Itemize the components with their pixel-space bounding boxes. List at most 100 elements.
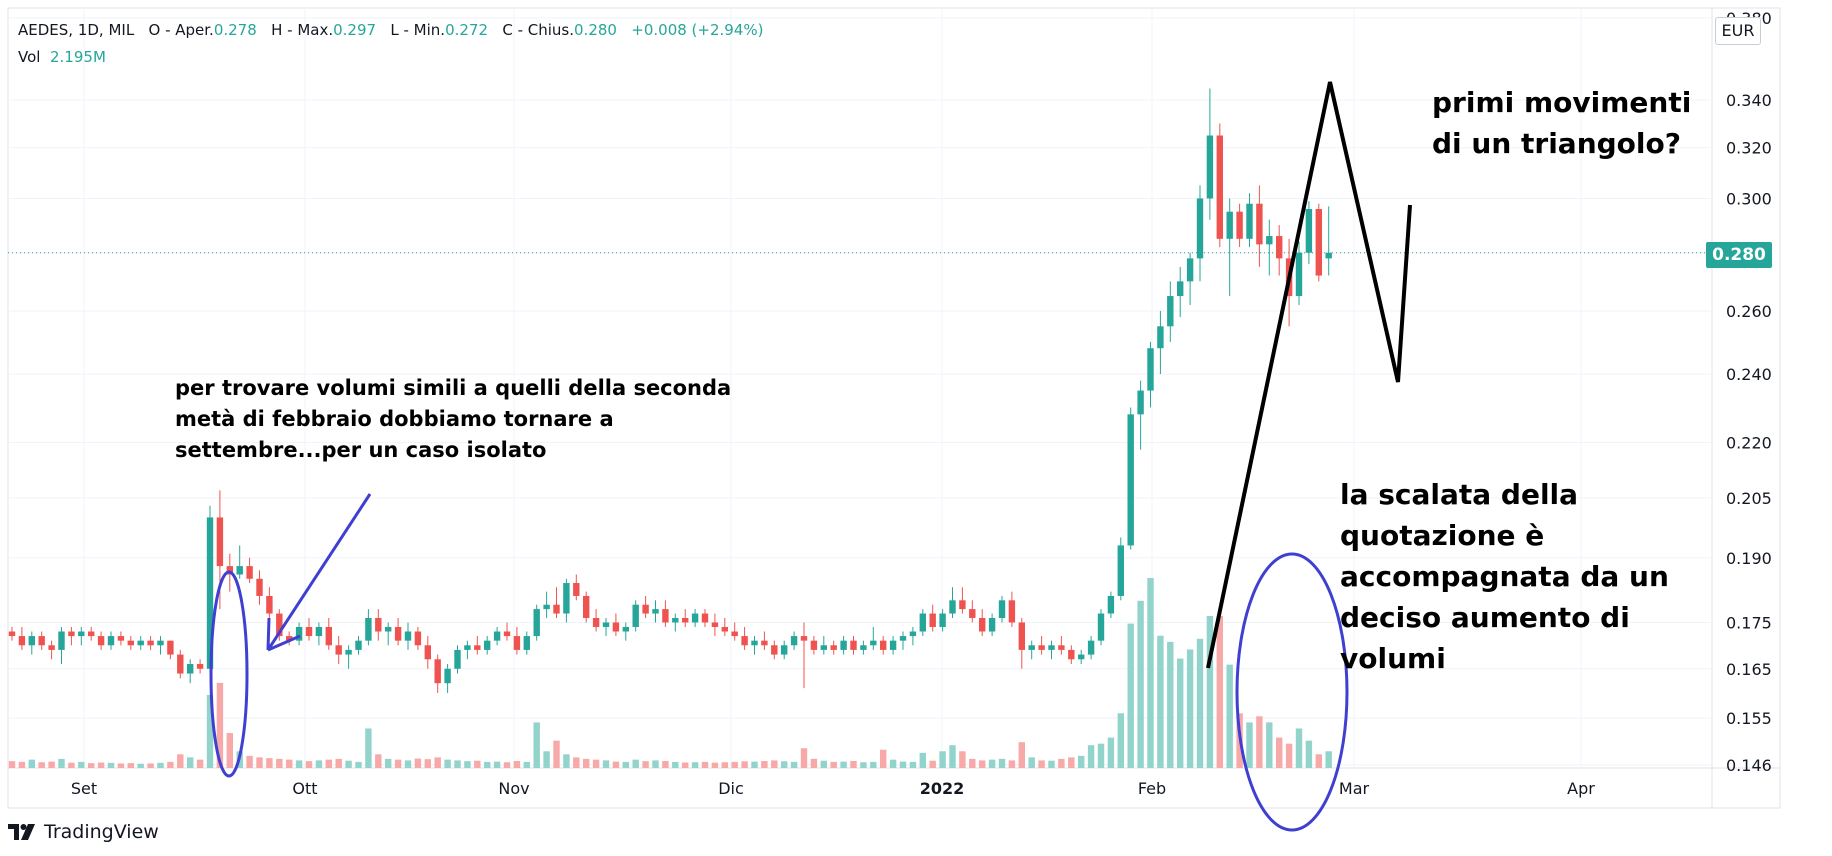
candle-body — [454, 649, 461, 669]
volume-bar — [38, 762, 45, 768]
volume-bar — [1137, 600, 1144, 768]
candles — [8, 88, 1332, 693]
brand-text: TradingView — [44, 821, 159, 843]
candle-body — [1186, 258, 1194, 282]
volume-bar — [117, 763, 125, 768]
candle-body — [503, 631, 511, 637]
candle-body — [216, 517, 224, 567]
volume-bar — [1097, 743, 1105, 768]
candle-body — [1008, 600, 1016, 623]
volume-bar — [1068, 757, 1075, 768]
volume-bar — [909, 761, 917, 768]
y-tick-label: 0.190 — [1726, 549, 1772, 568]
candle-body — [870, 640, 877, 646]
volume-bar — [850, 761, 857, 768]
close-value: 0.280 — [574, 21, 617, 39]
candle-body — [1038, 645, 1045, 650]
volume-bar — [365, 728, 372, 768]
candle-body — [711, 622, 719, 627]
volume-bar — [276, 758, 283, 768]
annotation-ellipse-left — [209, 570, 249, 778]
volume-bar — [424, 759, 431, 768]
volume-bar — [78, 761, 85, 768]
candle-body — [998, 600, 1006, 618]
volume-bar — [1177, 658, 1184, 768]
volume-bar — [721, 762, 728, 768]
open-value: 0.278 — [213, 21, 257, 39]
candle-body — [761, 640, 768, 646]
x-tick-label: Feb — [1138, 779, 1166, 798]
volume-bar — [1038, 760, 1045, 768]
candle-body — [177, 654, 184, 674]
volume-bar — [563, 754, 570, 768]
candle-body — [315, 626, 323, 637]
annotation-text-right: la scalata della quotazione è accompagna… — [1340, 478, 1669, 675]
volume-bar — [1028, 757, 1035, 768]
candle-body — [414, 631, 422, 646]
volume-bar — [216, 682, 224, 768]
volume-bar — [1167, 641, 1174, 768]
volume-bar — [246, 755, 253, 768]
candle-body — [850, 640, 857, 650]
volume-bar — [295, 760, 303, 768]
annotation-text-top: primi movimenti di un triangolo? — [1432, 86, 1692, 160]
volume-bar — [226, 733, 233, 768]
volume-bar — [414, 758, 422, 768]
y-tick-label: 0.240 — [1726, 365, 1772, 384]
y-tick-label: 0.165 — [1726, 660, 1772, 679]
volume-bar — [266, 758, 273, 768]
x-tick-label: Set — [71, 779, 97, 798]
candle-body — [8, 631, 16, 637]
volume-bar — [157, 762, 164, 768]
candle-body — [295, 626, 303, 641]
volume-bar — [1206, 616, 1214, 768]
tradingview-logo[interactable]: TradingView — [8, 820, 159, 844]
volume-bar — [305, 761, 313, 768]
symbol-label[interactable]: AEDES, 1D, MIL — [18, 21, 135, 39]
volume-bar — [889, 759, 897, 768]
volume-bar — [137, 763, 144, 768]
volume-bar — [325, 759, 332, 768]
volume-bar — [672, 761, 679, 768]
candle-body — [919, 613, 926, 632]
volume-bar — [781, 761, 788, 768]
candle-body — [682, 617, 689, 623]
volume-bar — [662, 761, 669, 768]
candle-body — [652, 609, 659, 614]
volume-bar — [840, 761, 847, 768]
volume-bar — [652, 760, 659, 768]
volume-bar — [88, 763, 95, 768]
x-tick-label: 2022 — [920, 779, 965, 798]
volume-bar — [810, 758, 818, 768]
open-label: O - Aper. — [148, 21, 214, 39]
candle-body — [1256, 203, 1263, 245]
candle-body — [523, 636, 530, 650]
candle-body — [1127, 414, 1134, 546]
candle-body — [256, 578, 263, 596]
candle-body — [662, 609, 669, 623]
candle-body — [751, 640, 758, 646]
candle-body — [365, 617, 372, 641]
candle-body — [840, 640, 847, 650]
candle-body — [88, 631, 95, 637]
volume-bar — [1315, 754, 1322, 768]
currency-button[interactable]: EUR — [1715, 17, 1761, 45]
volume-bar — [8, 761, 16, 768]
volume-label: Vol — [18, 48, 41, 66]
volume-bar — [543, 751, 550, 768]
candle-body — [1305, 209, 1313, 253]
y-tick-label: 0.320 — [1726, 139, 1772, 158]
candle-body — [157, 640, 164, 646]
candle-body — [988, 617, 996, 632]
candle-body — [18, 636, 26, 646]
candle-body — [276, 613, 283, 637]
x-tick-label: Nov — [498, 779, 529, 798]
volume-bar — [107, 762, 115, 768]
volume-bar — [711, 762, 719, 768]
candle-body — [335, 645, 342, 655]
annotation-text-left: per trovare volumi simili a quelli della… — [175, 376, 732, 462]
volume-bar — [642, 761, 649, 768]
candle-body — [939, 613, 946, 627]
volume-bar — [1058, 758, 1065, 768]
candle-body — [1196, 198, 1204, 259]
